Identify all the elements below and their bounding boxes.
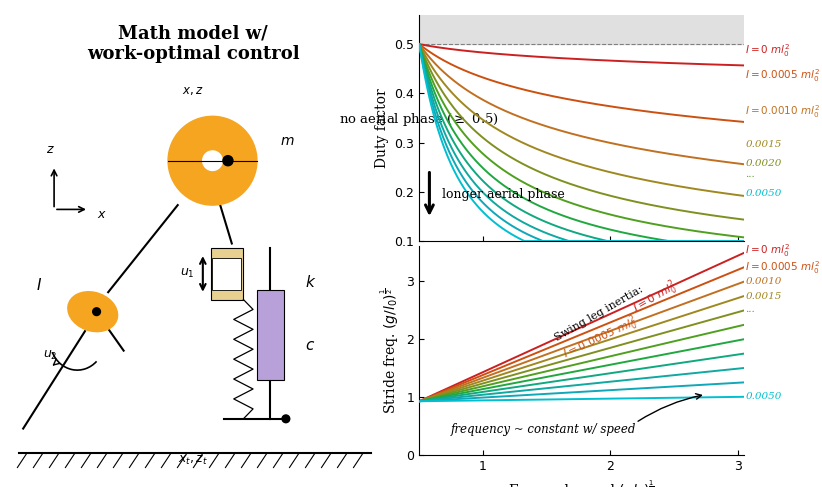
- Text: $I = 0$ $ml_0^2$: $I = 0$ $ml_0^2$: [630, 277, 681, 318]
- Bar: [210, 248, 243, 300]
- Text: $x_t, z_t$: $x_t, z_t$: [178, 454, 208, 467]
- Text: 0.0010: 0.0010: [746, 277, 782, 286]
- Text: $I = 0.0005$ $ml_0^2$: $I = 0.0005$ $ml_0^2$: [746, 67, 820, 84]
- Text: ...: ...: [746, 170, 755, 179]
- Ellipse shape: [93, 308, 100, 316]
- Text: 0.0020: 0.0020: [746, 159, 782, 168]
- Text: $I$: $I$: [35, 277, 42, 293]
- Bar: [257, 290, 284, 380]
- Text: 0.0015: 0.0015: [746, 140, 782, 149]
- Text: Math model w/
work-optimal control: Math model w/ work-optimal control: [87, 24, 299, 63]
- Text: $m$: $m$: [280, 134, 294, 148]
- Text: $I = 0.0010$ $ml_0^2$: $I = 0.0010$ $ml_0^2$: [746, 104, 820, 120]
- Text: $u_2$: $u_2$: [43, 349, 58, 362]
- Text: $u_1$: $u_1$: [181, 267, 195, 281]
- Ellipse shape: [223, 156, 233, 166]
- Text: $x$: $x$: [97, 208, 106, 221]
- Text: $I = 0.0005$ $ml_0^2$: $I = 0.0005$ $ml_0^2$: [559, 312, 640, 364]
- Ellipse shape: [203, 151, 222, 170]
- Bar: [212, 258, 242, 290]
- Text: $I = 0$ $ml_0^2$: $I = 0$ $ml_0^2$: [746, 42, 791, 59]
- Text: 0.0015: 0.0015: [746, 292, 782, 300]
- Y-axis label: Stride freq. $(g/l_0)^{\frac{1}{2}}$: Stride freq. $(g/l_0)^{\frac{1}{2}}$: [378, 287, 401, 414]
- Text: Swing leg inertia:: Swing leg inertia:: [553, 282, 648, 343]
- Y-axis label: Duty factor: Duty factor: [375, 88, 389, 168]
- Text: $c$: $c$: [305, 339, 316, 353]
- Text: frequency ~ constant w/ speed: frequency ~ constant w/ speed: [451, 423, 636, 436]
- Ellipse shape: [282, 415, 290, 423]
- Ellipse shape: [68, 292, 118, 332]
- Text: $I = 0.0005$ $ml_0^2$: $I = 0.0005$ $ml_0^2$: [746, 259, 820, 276]
- Text: $z$: $z$: [46, 143, 54, 156]
- Text: no aerial phase ($\geq$ 0.5): no aerial phase ($\geq$ 0.5): [339, 112, 499, 129]
- Text: 0.0050: 0.0050: [746, 189, 782, 198]
- Bar: [419, 5, 744, 44]
- Text: ...: ...: [746, 305, 755, 314]
- Text: 0.0050: 0.0050: [746, 393, 782, 401]
- Text: $k$: $k$: [305, 275, 316, 290]
- Text: $x, z$: $x, z$: [182, 84, 204, 97]
- X-axis label: Forward speed $(gl_0)^{\frac{1}{2}}$: Forward speed $(gl_0)^{\frac{1}{2}}$: [508, 479, 655, 487]
- Text: $I = 0$ $ml_0^2$: $I = 0$ $ml_0^2$: [746, 242, 791, 259]
- Text: longer aerial phase: longer aerial phase: [442, 188, 565, 201]
- Ellipse shape: [168, 116, 257, 205]
